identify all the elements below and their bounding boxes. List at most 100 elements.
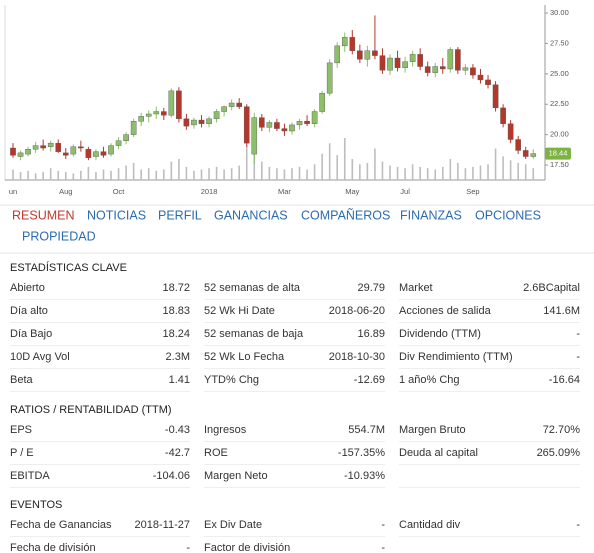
candle-body [319, 93, 325, 112]
volume-bar [147, 168, 150, 180]
candle-body [236, 102, 243, 107]
volume-bar [291, 168, 293, 180]
tab[interactable]: PERFIL [158, 208, 202, 222]
tab[interactable]: NOTICIAS [87, 208, 146, 222]
stat-label: ROE [204, 447, 228, 459]
tab[interactable]: PROPIEDAD [22, 229, 96, 243]
candle-body [55, 142, 62, 152]
stat-value: -42.7 [165, 447, 190, 459]
stat-value: 29.79 [357, 282, 385, 294]
stat-label: Día Bajo [10, 328, 52, 340]
volume-bar [336, 155, 339, 180]
stat-value: 2.6BCapital [523, 282, 580, 294]
stat-label: 52 Wk Hi Date [204, 305, 275, 317]
y-tick-label: 17.50 [550, 160, 569, 169]
candle-body [78, 146, 84, 149]
volume-bar [200, 169, 203, 180]
y-tick-label: 20.00 [550, 130, 569, 139]
stat-label: Div Rendimiento (TTM) [399, 351, 513, 363]
x-tick-label: un [9, 187, 17, 196]
stat-value: 2018-06-20 [329, 305, 385, 317]
candle-body [100, 151, 107, 156]
candle-body [334, 45, 341, 64]
stat-value: -104.06 [153, 470, 190, 482]
volume-bar [532, 168, 535, 180]
stat-label: EPS [10, 424, 32, 436]
x-tick-label: Jul [400, 187, 410, 196]
tab[interactable]: RESUMEN [12, 208, 75, 222]
volume-bar [426, 168, 429, 180]
tab[interactable]: OPCIONES [475, 208, 541, 222]
stat-value: 72.70% [543, 424, 581, 436]
candle-body [289, 124, 295, 132]
tab[interactable]: GANANCIAS [214, 208, 288, 222]
candle-body [70, 146, 77, 155]
volume-bar [80, 170, 82, 180]
stat-value: - [576, 328, 580, 340]
candle-body [530, 153, 537, 157]
volume-bar [479, 165, 482, 180]
stat-label: Día alto [10, 305, 48, 317]
stat-label: Market [399, 282, 433, 294]
volume-bar [102, 169, 105, 180]
volume-bar [34, 173, 37, 180]
volume-bar [57, 170, 60, 180]
volume-bar [125, 165, 127, 180]
stat-value: 554.7M [348, 424, 385, 436]
stat-label: EBITDA [10, 470, 50, 482]
candle-body [93, 151, 99, 157]
volume-bar [343, 138, 346, 180]
volume-bar [12, 169, 14, 180]
volume-bar [487, 164, 489, 180]
stat-value: -0.43 [165, 424, 190, 436]
candle-body [85, 149, 92, 158]
stat-label: 52 semanas de alta [204, 282, 301, 294]
candle-body [326, 62, 333, 94]
volume-bar [464, 168, 467, 180]
candle-body [402, 61, 408, 68]
stat-label: 10D Avg Vol [10, 351, 70, 363]
x-tick-label: May [345, 187, 359, 196]
candle-body [160, 111, 167, 116]
stat-label: Fecha de Ganancias [10, 519, 112, 531]
volume-bar [306, 169, 308, 180]
candle-body [357, 50, 363, 60]
candle-body [206, 118, 212, 124]
stat-value: - [186, 542, 190, 553]
stat-value: 265.09% [537, 447, 581, 459]
stat-label: Acciones de salida [399, 305, 492, 317]
volume-bar [441, 166, 444, 180]
volume-bar [140, 169, 142, 180]
volume-bar [321, 153, 323, 180]
volume-bar [472, 166, 474, 180]
candle-body [470, 67, 476, 76]
candle-body [311, 111, 318, 124]
stat-value: -12.69 [354, 374, 385, 386]
candle-body [191, 119, 197, 126]
stat-label: Ex Div Date [204, 519, 262, 531]
stat-label: Margen Neto [204, 470, 268, 482]
volume-bar [524, 164, 527, 180]
volume-bar [185, 166, 188, 180]
volume-bar [434, 169, 437, 180]
tab[interactable]: FINANZAS [400, 208, 462, 222]
volume-bar [64, 172, 67, 180]
candle-body [10, 147, 16, 156]
candle-body [32, 145, 39, 150]
volume-bar [381, 161, 384, 180]
volume-bar [411, 164, 414, 180]
stat-label: Dividendo (TTM) [399, 328, 481, 340]
tab[interactable]: COMPAÑEROS [301, 208, 390, 222]
candle-body [138, 116, 144, 122]
volume-bar [245, 145, 248, 180]
stat-label: Beta [10, 374, 34, 386]
candle-body [455, 49, 461, 71]
volume-bar [230, 168, 233, 180]
candle-body [251, 117, 258, 155]
section-title: ESTADÍSTICAS CLAVE [10, 261, 127, 274]
stat-value: -10.93% [344, 470, 385, 482]
section-title: RATIOS / RENTABILIDAD (TTM) [10, 404, 172, 416]
candle-body [379, 55, 386, 71]
candle-body [266, 122, 273, 128]
candle-body [281, 128, 288, 132]
